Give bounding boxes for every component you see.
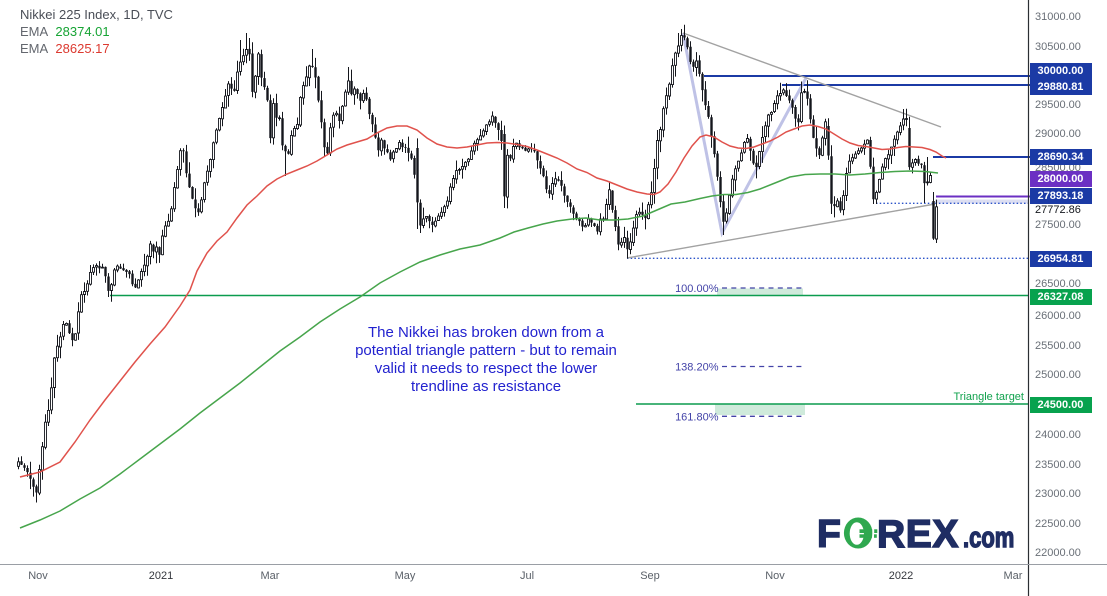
svg-text:100.00%: 100.00% (675, 283, 719, 295)
svg-text:138.20%: 138.20% (675, 362, 719, 374)
svg-text:.com: .com (963, 522, 1014, 554)
svg-text:Triangle target: Triangle target (953, 391, 1024, 403)
svg-text:161.80%: 161.80% (675, 412, 719, 424)
svg-text:F: F (817, 513, 841, 556)
svg-text:REX: REX (877, 513, 959, 556)
